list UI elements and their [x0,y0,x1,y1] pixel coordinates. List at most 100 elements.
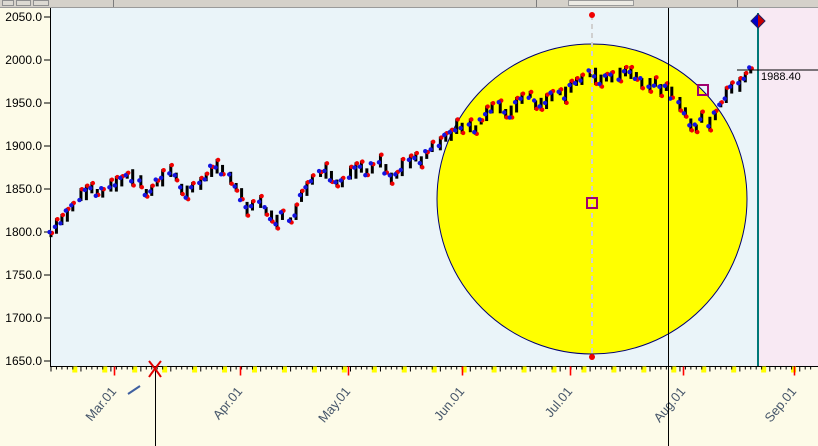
week-tick-highlight [341,366,347,373]
ohlc-bar [708,116,712,132]
week-tick-highlight [281,366,287,373]
ohlc-bar [534,100,538,110]
red-signal-dot [131,183,136,188]
red-signal-dot [744,70,749,76]
ohlc-bar [640,78,644,90]
ohlc-bar [294,203,298,220]
blue-signal-dot [63,208,69,213]
blue-signal-dot [398,167,403,173]
blue-signal-dot [167,171,172,176]
red-signal-dot [564,100,569,106]
blue-signal-dot [123,173,128,178]
red-signal-dot [640,86,646,91]
blue-signal-dot [602,73,608,78]
ohlc-bar [425,151,429,159]
red-signal-dot [485,104,490,109]
red-signal-dot [689,128,695,133]
week-tick-highlight [551,366,557,373]
red-signal-dot [180,191,185,197]
annotation-handle[interactable] [586,197,598,209]
ohlc-bar [114,176,118,192]
ohlc-bar [438,136,442,151]
blue-signal-dot [357,164,363,169]
ohlc-bar [155,179,159,187]
blue-signal-dot [692,122,697,127]
toolbar-button[interactable] [16,0,31,6]
ohlc-bar [564,86,568,104]
ohlc-bar [588,70,592,78]
diamond-marker-right [758,14,765,28]
week-tick-highlight [731,366,737,373]
ohlc-bar [275,214,279,230]
blue-signal-dot [232,184,237,189]
week-tick-highlight [611,366,617,373]
blue-signal-dot [316,168,322,174]
ohlc-bar [370,163,374,174]
ohlc-bar [109,178,113,192]
week-tick-highlight [162,366,168,373]
blue-signal-dot [646,84,651,89]
blue-signal-dot [303,185,308,190]
week-tick-highlight [641,366,647,373]
toolbar-button[interactable] [33,0,49,6]
toolbar-dropdown[interactable] [568,0,634,6]
blue-signal-dot [711,110,717,115]
ohlc-bar [444,132,448,142]
ohlc-bar [455,118,459,134]
blue-signal-dot [158,175,164,181]
red-signal-dot [539,107,545,112]
blue-signal-dot [292,213,297,218]
week-tick-highlight [461,366,467,373]
week-tick-highlight [701,366,707,373]
blue-signal-dot [237,197,243,203]
red-signal-dot [275,226,281,231]
red-signal-dot [259,193,264,199]
blue-signal-dot [681,111,687,116]
blue-signal-dot [243,204,248,210]
red-signal-dot [684,114,689,119]
blue-signal-dot [148,189,153,194]
blue-signal-dot [327,178,333,183]
signal-dots [47,64,754,236]
diamond-marker[interactable] [750,13,766,29]
blue-signal-dot [338,178,344,183]
blue-signal-dot [597,81,602,87]
ohlc-bar [400,158,404,177]
red-signal-dot [150,183,155,188]
annotation-endpoint-dot[interactable] [589,12,595,18]
ohlc-bar [204,172,208,182]
blue-signal-dot [472,129,477,135]
blue-signal-dot [428,147,433,152]
red-signal-dot [335,184,341,189]
ohlc-bar [515,96,519,113]
red-signal-dot [245,213,251,218]
annotation-handle[interactable] [697,84,709,96]
red-signal-dot [569,78,575,83]
week-tick-highlight [791,366,797,373]
blue-signal-dot [322,168,327,174]
blue-signal-dot [627,69,632,75]
red-signal-dot [529,89,534,95]
blue-signal-dot [363,172,368,178]
ohlc-bar [700,110,704,123]
red-signal-dot [85,183,90,188]
blue-signal-dot [267,216,273,222]
red-signal-dot [294,202,300,207]
blue-signal-dot [202,177,207,182]
blue-signal-dot [256,199,262,205]
blue-signal-dot [278,210,284,215]
blue-signal-dot [526,95,531,100]
ohlc-bar [329,170,333,183]
blue-signal-dot [368,161,373,166]
red-signal-dot [678,108,684,113]
toolbar-button[interactable] [2,0,14,6]
red-signal-dot [520,91,526,96]
last-price-label: 1988.40 [761,71,801,83]
blue-signal-dot [676,100,681,105]
ohlc-bar [210,165,214,177]
blue-signal-dot [747,65,752,70]
red-signal-dot [659,93,665,99]
red-signal-dot [534,106,539,112]
red-signal-dot [300,188,305,194]
annotation-endpoint-dot[interactable] [589,354,595,360]
